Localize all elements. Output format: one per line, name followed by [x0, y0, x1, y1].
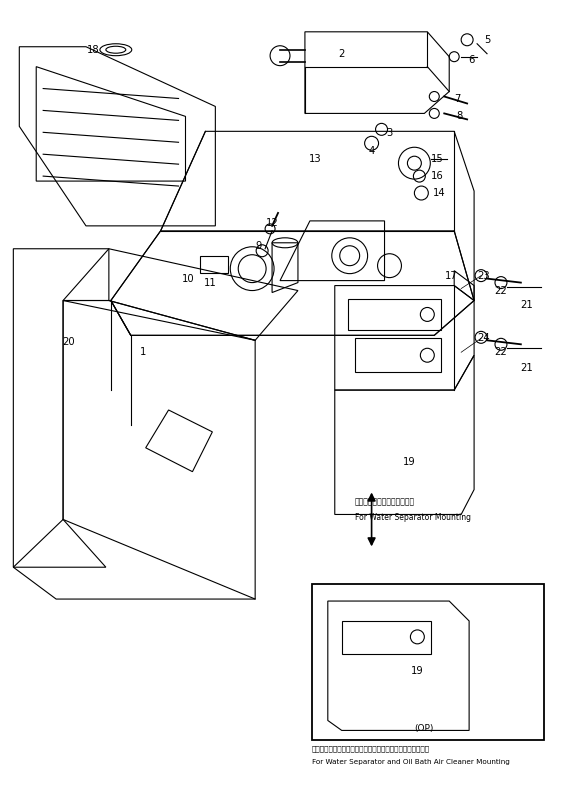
Text: 6: 6	[468, 55, 474, 65]
Text: 12: 12	[266, 218, 278, 228]
Text: 19: 19	[403, 457, 416, 467]
Text: 13: 13	[309, 154, 321, 164]
Text: 9: 9	[255, 241, 261, 251]
Text: 18: 18	[87, 45, 99, 55]
Text: For Water Separator and Oil Bath Air Cleaner Mounting: For Water Separator and Oil Bath Air Cle…	[312, 759, 510, 765]
Text: (OP): (OP)	[415, 724, 434, 733]
Text: For Water Separator Mounting: For Water Separator Mounting	[355, 513, 471, 522]
Text: 7: 7	[454, 95, 461, 104]
Text: 17: 17	[445, 271, 458, 280]
Text: 8: 8	[456, 112, 462, 122]
Text: 19: 19	[411, 666, 424, 676]
Text: 22: 22	[494, 347, 507, 357]
Text: ウォーターセパレータおよびオイルバスエアクリーナ識備用: ウォーターセパレータおよびオイルバスエアクリーナ識備用	[312, 745, 430, 752]
Text: ウォーターセパレータ識備用: ウォーターセパレータ識備用	[355, 497, 415, 506]
Text: 23: 23	[478, 271, 490, 280]
Text: 14: 14	[433, 188, 446, 198]
Text: 11: 11	[204, 278, 217, 288]
Text: 15: 15	[431, 154, 444, 164]
Text: 10: 10	[182, 274, 195, 284]
Text: 21: 21	[520, 301, 533, 310]
Text: 3: 3	[386, 128, 393, 139]
Text: 5: 5	[484, 35, 490, 45]
Text: 22: 22	[494, 286, 507, 296]
Text: 16: 16	[431, 171, 444, 181]
Text: 4: 4	[369, 147, 375, 156]
Text: 24: 24	[478, 334, 490, 343]
Text: 1: 1	[140, 347, 146, 357]
Text: 2: 2	[339, 49, 345, 58]
Text: 20: 20	[63, 337, 75, 347]
Text: 21: 21	[520, 363, 533, 373]
